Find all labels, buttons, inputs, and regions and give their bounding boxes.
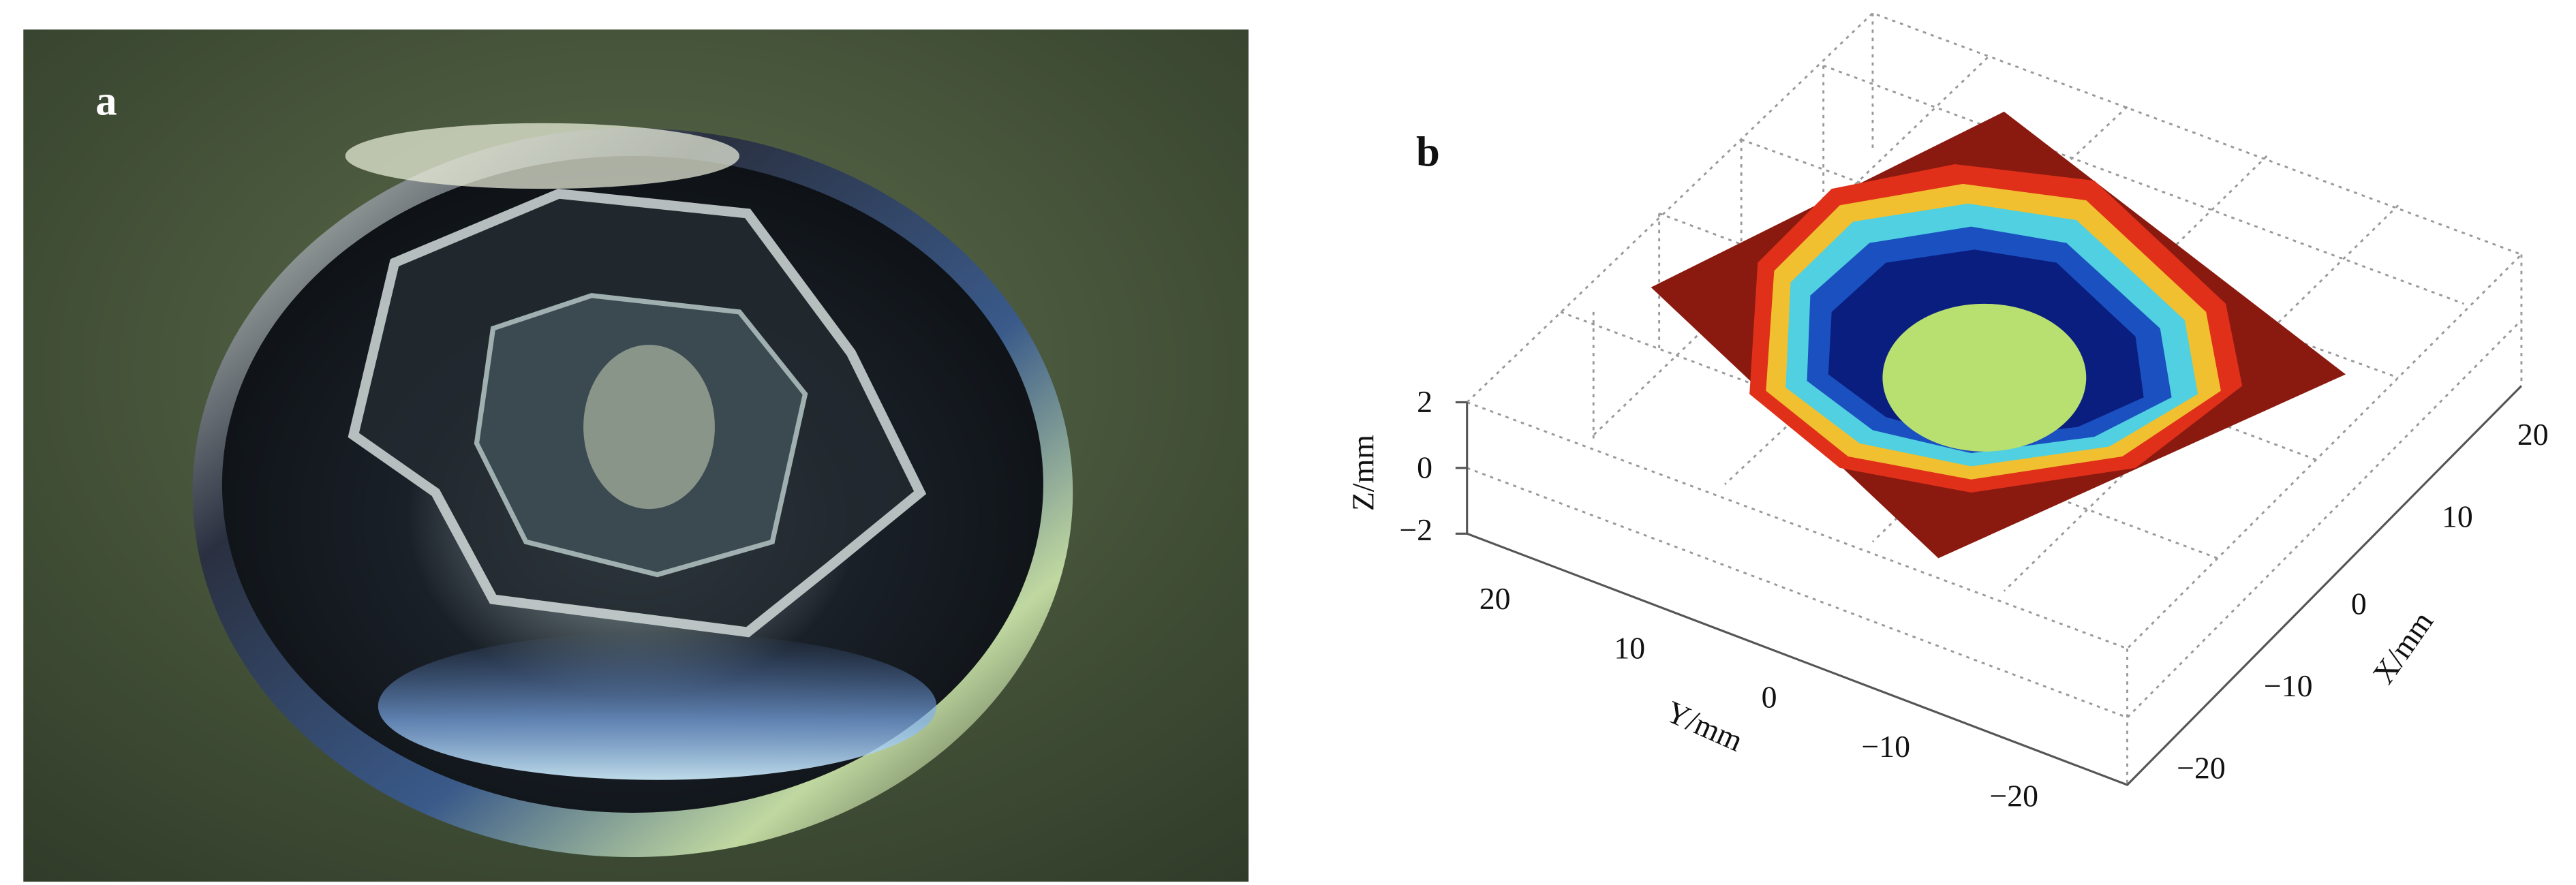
photo: [23, 29, 1249, 882]
x-tick-label: 20: [2517, 417, 2549, 452]
y-axis-label: Y/mm: [1661, 694, 1748, 758]
x-tick-label: 10: [2442, 499, 2473, 534]
panel-label: a: [95, 77, 117, 125]
x-tick-label: 0: [2351, 586, 2367, 621]
y-tick-label: 10: [1614, 630, 1645, 665]
y-tick-label: −10: [1861, 729, 1910, 764]
x-axis-label: X/mm: [2365, 605, 2440, 690]
y-tick-label: 0: [1762, 680, 1777, 715]
panel-label: b: [1416, 127, 1440, 175]
z-axis-label: Z/mm: [1345, 435, 1380, 511]
z-tick-label: 0: [1417, 450, 1432, 484]
y-tick-label: −20: [1989, 778, 2038, 813]
x-tick-label: −10: [2264, 668, 2313, 703]
surface: [1651, 111, 2346, 559]
y-tick-label: 20: [1479, 581, 1511, 616]
z-tick-label: 2: [1417, 384, 1432, 419]
z-tick-label: −2: [1399, 512, 1432, 547]
x-tick-label: −20: [2177, 750, 2226, 785]
axes: [1455, 385, 2523, 786]
